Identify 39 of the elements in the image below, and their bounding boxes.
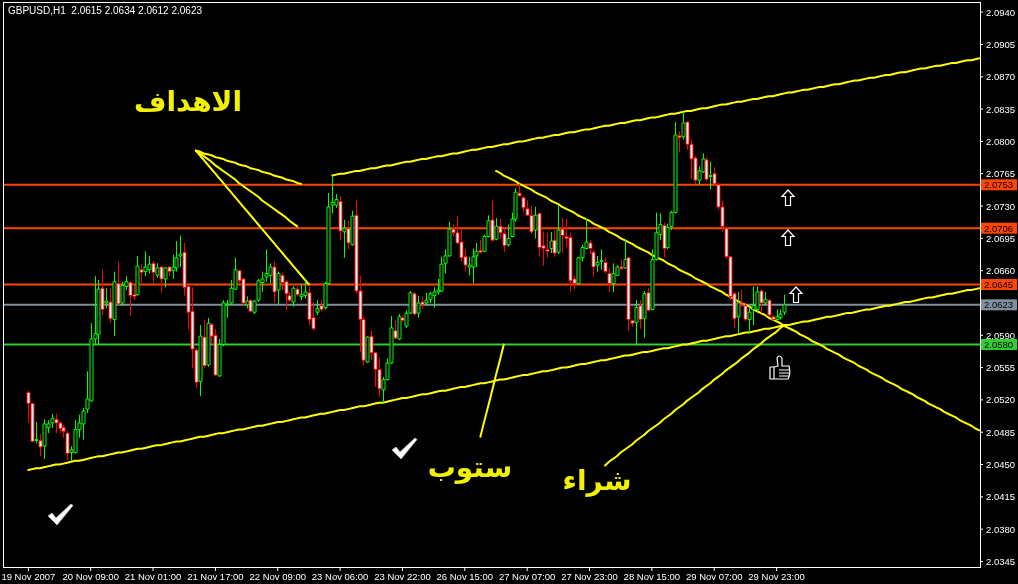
- annotation: شراء: [562, 463, 632, 497]
- y-tick-label: 2.0555: [986, 362, 1016, 374]
- x-tick-label: 19 Nov 2007: [1, 571, 56, 582]
- x-tick-label: 29 Nov 07:00: [685, 571, 743, 582]
- x-tick-label: 21 Nov 17:00: [187, 571, 244, 582]
- x-tick-label: 23 Nov 22:00: [374, 571, 431, 582]
- y-tick-label: 2.0730: [986, 200, 1016, 212]
- annotation: الاهداف: [133, 84, 243, 118]
- y-tick-label: 2.0800: [986, 135, 1016, 147]
- y-tick-label: 2.0695: [986, 232, 1016, 244]
- x-tick-label: 29 Nov 23:00: [748, 571, 805, 582]
- x-tick-label: 22 Nov 09:00: [249, 571, 306, 582]
- annotation: ستوب: [427, 450, 513, 484]
- x-tick-label: 21 Nov 01:00: [124, 571, 182, 582]
- y-tick-label: 2.0415: [986, 491, 1016, 503]
- ref-line-label: 2.0753: [984, 179, 1014, 191]
- x-tick-label: 27 Nov 23:00: [561, 571, 618, 582]
- ref-line-label: 2.0645: [984, 279, 1014, 290]
- y-tick-label: 2.0660: [986, 265, 1016, 277]
- x-tick-label: 20 Nov 09:00: [62, 571, 119, 582]
- y-tick-label: 2.0590: [986, 329, 1016, 341]
- y-tick-label: 2.0380: [986, 523, 1016, 535]
- y-tick-label: 2.0485: [986, 426, 1016, 438]
- y-tick-label: 2.0520: [986, 394, 1016, 406]
- y-tick-label: 2.0835: [986, 103, 1016, 115]
- y-tick-label: 2.0345: [986, 555, 1016, 567]
- y-tick-label: 2.0940: [986, 6, 1016, 18]
- x-tick-label: 26 Nov 15:00: [436, 571, 494, 582]
- x-tick-label: 27 Nov 07:00: [498, 571, 556, 582]
- y-tick-label: 2.0765: [986, 168, 1016, 180]
- y-tick-label: 2.0905: [986, 38, 1016, 50]
- chart-title: GBPUSD,H1 2.0615 2.0634 2.0612 2.0623: [8, 5, 203, 16]
- x-tick-label: 23 Nov 06:00: [311, 571, 369, 582]
- x-tick-label: 28 Nov 15:00: [623, 571, 681, 582]
- y-tick-label: 2.0450: [986, 459, 1016, 471]
- ref-line-label: 2.0706: [984, 222, 1014, 234]
- ref-line-label: 2.0580: [984, 339, 1014, 351]
- ref-line-label: 2.0623: [984, 299, 1014, 311]
- y-tick-label: 2.0870: [986, 71, 1016, 83]
